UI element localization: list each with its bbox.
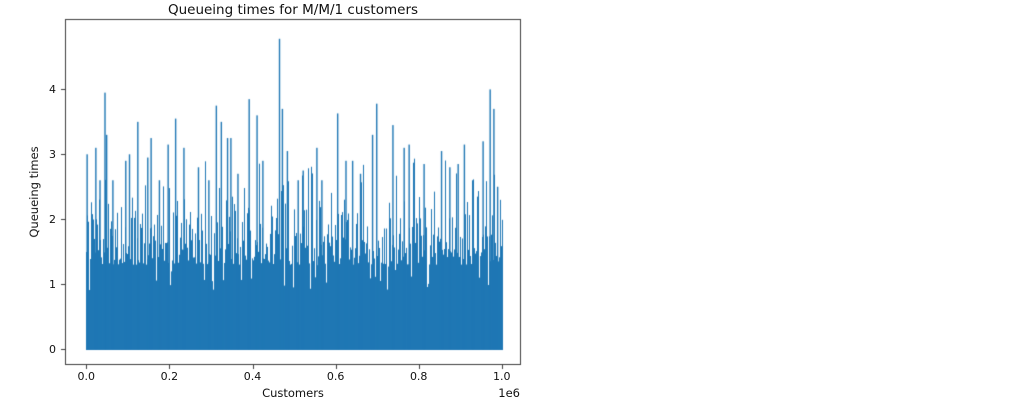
x-tick-label: 0.6 <box>326 370 345 383</box>
y-tick-label: 3 <box>49 147 56 161</box>
y-tick-label: 4 <box>49 82 56 96</box>
x-tick-label: 0.0 <box>77 370 96 383</box>
x-axis-offset-label: 1e6 <box>498 386 520 400</box>
x-axis-label: Customers <box>262 386 324 400</box>
x-tick-label: 1.0 <box>493 370 511 383</box>
y-tick-label: 1 <box>49 277 56 291</box>
x-tick-label: 0.4 <box>243 370 262 383</box>
x-tick-label: 0.8 <box>409 370 428 383</box>
x-tick-label: 0.2 <box>160 370 179 383</box>
chart-title: Queueing times for M/M/1 customers <box>167 2 419 18</box>
y-tick-label: 0 <box>49 342 56 356</box>
y-tick-label: 2 <box>49 212 56 226</box>
